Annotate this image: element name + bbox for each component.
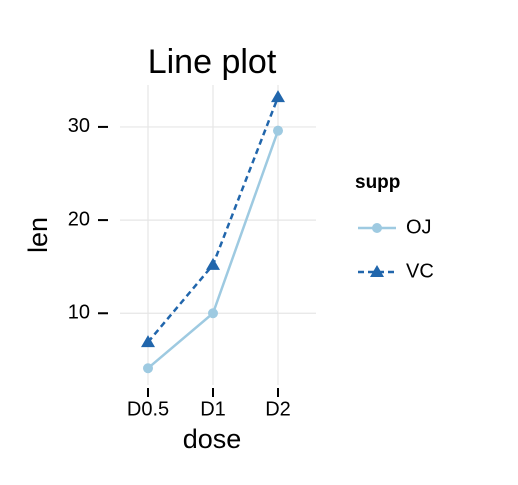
y-tick-label: 20 — [68, 208, 90, 230]
point — [208, 308, 218, 319]
point — [141, 335, 155, 348]
point — [143, 363, 153, 374]
point — [271, 90, 285, 103]
x-tick-label: D0.5 — [127, 398, 169, 420]
point — [206, 257, 220, 270]
legend-label: OJ — [406, 216, 432, 238]
x-tick-label: D1 — [200, 398, 226, 420]
y-tick-label: 10 — [68, 302, 90, 324]
y-tick-label: 30 — [68, 115, 90, 137]
x-tick-label: D2 — [265, 398, 291, 420]
chart-title: Line plot — [148, 43, 277, 81]
legend-marker — [370, 265, 384, 277]
y-axis-label: len — [23, 217, 53, 253]
point — [273, 125, 283, 136]
legend-label: VC — [406, 260, 434, 282]
x-axis-label: dose — [183, 424, 242, 454]
legend-marker — [372, 223, 382, 233]
legend-title: supp — [355, 172, 400, 193]
